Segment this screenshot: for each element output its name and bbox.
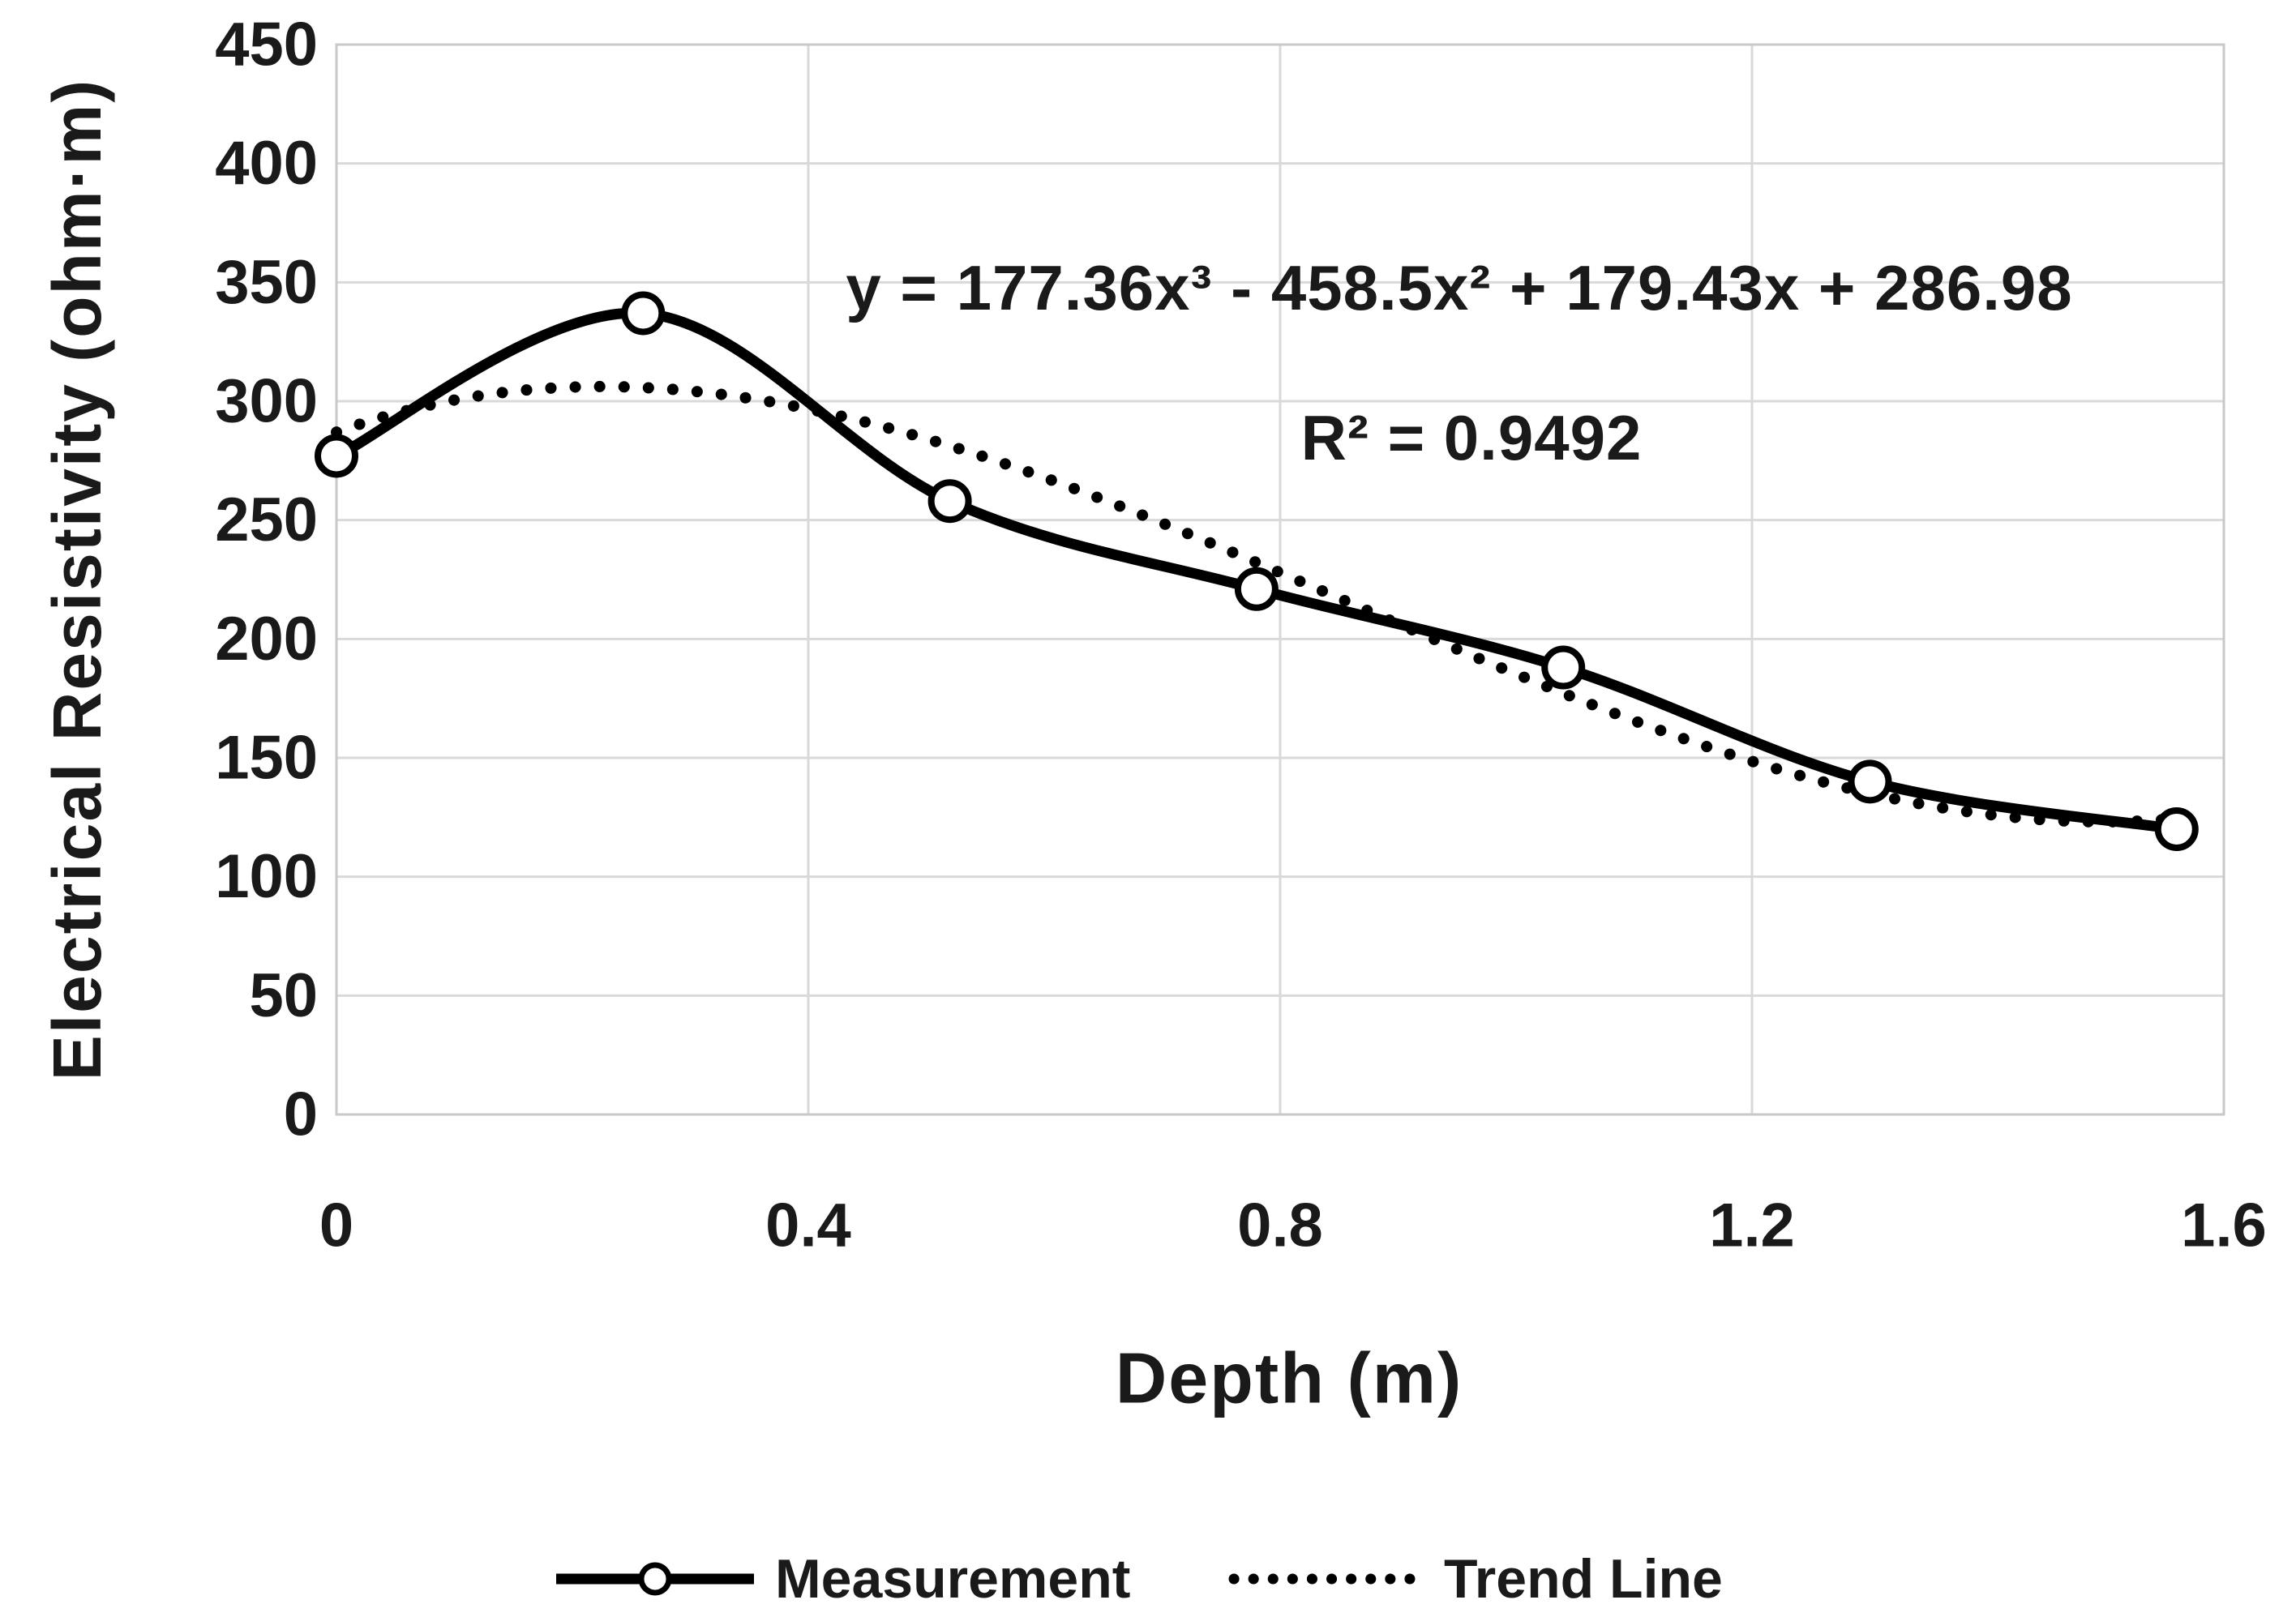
legend-trend-label: Trend Line <box>1444 1548 1723 1610</box>
gridlines <box>335 43 2225 1116</box>
legend-entry-measurement: Measurement <box>556 1548 1130 1610</box>
y-tick-label: 400 <box>215 129 318 198</box>
y-tick-label: 250 <box>215 486 318 554</box>
measurement-markers <box>315 291 2199 851</box>
y-axis-tick-labels: 0 50 100 150 200 250 300 350 400 450 <box>215 11 318 1149</box>
y-tick-label: 350 <box>215 248 318 317</box>
y-tick-label: 450 <box>215 11 318 79</box>
legend-entry-trend-line: Trend Line <box>1228 1548 1723 1610</box>
y-tick-label: 100 <box>215 842 318 911</box>
legend-measurement-label: Measurement <box>775 1548 1130 1610</box>
data-point-marker <box>315 434 358 478</box>
r-squared-value: R² = 0.9492 <box>1301 402 1643 473</box>
legend-measurement-marker-icon <box>638 1562 672 1596</box>
x-axis-title: Depth (m) <box>1116 1338 1463 1418</box>
x-tick-label: 0.8 <box>1237 1191 1323 1260</box>
x-axis-tick-labels: 0 0.4 0.8 1.2 1.6 <box>319 1191 2267 1260</box>
y-tick-label: 0 <box>284 1080 318 1149</box>
x-tick-label: 1.6 <box>2181 1191 2267 1260</box>
plot-area-border <box>335 43 2225 1116</box>
x-tick-label: 0 <box>319 1191 353 1260</box>
data-point-marker <box>1848 759 1892 804</box>
data-point-marker <box>2154 807 2199 851</box>
y-tick-label: 150 <box>215 724 318 793</box>
legend: Measurement Trend Line <box>556 1548 1723 1610</box>
y-axis-title: Electrical Resistivity (ohm·m) <box>39 79 115 1080</box>
y-tick-label: 300 <box>215 367 318 436</box>
x-tick-label: 1.2 <box>1709 1191 1795 1260</box>
data-point-marker <box>927 479 972 524</box>
y-tick-label: 200 <box>215 605 318 674</box>
y-tick-label: 50 <box>249 961 318 1030</box>
trendline-equation: y = 177.36x³ - 458.5x² + 179.43x + 286.9… <box>846 252 2072 323</box>
data-point-marker <box>1541 645 1586 690</box>
x-tick-label: 0.4 <box>765 1191 851 1260</box>
data-point-marker <box>621 291 666 336</box>
data-point-marker <box>1234 567 1279 611</box>
